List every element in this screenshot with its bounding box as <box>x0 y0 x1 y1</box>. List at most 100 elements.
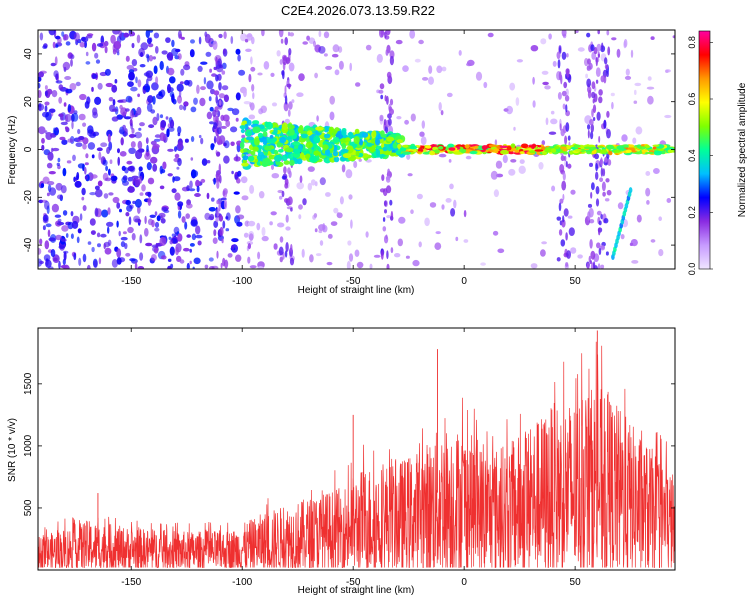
spectrogram-cell <box>592 117 596 121</box>
spectrogram-cell <box>175 246 179 256</box>
spectrogram-cell <box>87 241 92 245</box>
spectrogram-cell <box>237 54 241 62</box>
spectrogram-cell <box>353 160 358 169</box>
spectrogram-cell <box>593 47 598 55</box>
spectrogram-cell <box>235 48 241 55</box>
spectrogram-cell <box>645 171 651 176</box>
spectrogram-cell <box>45 223 52 228</box>
spectrogram-cell <box>613 149 621 153</box>
snr-x-tick-label: -100 <box>232 577 252 588</box>
spectrogram-cell <box>337 130 342 135</box>
spectrogram-cell <box>604 64 609 70</box>
spectrogram-cell <box>52 41 56 49</box>
spectrogram-cell <box>412 259 420 267</box>
spectrogram-cell <box>150 156 158 164</box>
spectrogram-cell <box>82 122 87 127</box>
spectrogram-cell <box>231 238 239 243</box>
spectrogram-cell <box>540 249 546 257</box>
spectrogram-cell <box>84 40 87 49</box>
spectrogram-cell <box>67 138 74 143</box>
spectrogram-cell <box>248 233 254 242</box>
spectrogram-cell <box>601 42 604 50</box>
spectrogram-cell <box>195 225 201 235</box>
spectrogram-cell <box>519 159 525 165</box>
spectrogram-cell <box>204 33 211 44</box>
spectrogram-cell <box>74 180 82 188</box>
spectrogram-cell <box>46 192 50 197</box>
spectrogram-cell <box>209 68 213 73</box>
spectrogram-cell <box>41 137 45 144</box>
spectrogram-cell <box>230 141 235 147</box>
spectrogram-cell <box>208 257 214 262</box>
spectrogram-cell <box>186 234 191 238</box>
spectrogram-cell <box>58 113 64 117</box>
spectrogram-cell <box>281 154 288 162</box>
spectrogram-cell <box>216 250 219 259</box>
spectrogram-cell <box>488 144 497 148</box>
spectrogram-cell <box>509 82 516 91</box>
spectrogram-cell <box>490 170 498 180</box>
spectrogram-cell <box>201 158 208 166</box>
spectrogram-cell <box>650 239 656 243</box>
spectrogram-cell <box>227 253 233 258</box>
spectrogram-cell <box>145 85 150 93</box>
spectrogram-cell <box>191 170 199 178</box>
spectrogram-cell <box>179 81 184 85</box>
spectrogram-cell <box>237 170 242 177</box>
spectrogram-cell <box>179 33 182 39</box>
spectrogram-cell <box>542 81 549 86</box>
spectrogram-cell <box>91 86 94 92</box>
spectrogram-cell <box>284 95 288 105</box>
spectrogram-cell <box>218 33 223 39</box>
spectrogram-cell <box>75 142 83 147</box>
spectrogram-cell <box>145 242 153 247</box>
spectrogram-cell <box>252 146 259 152</box>
spectrogram-cell <box>327 233 333 239</box>
spectrogram-cell <box>590 123 594 133</box>
figure-title: C2E4.2026.073.13.59.R22 <box>281 3 435 18</box>
spectrogram-cell <box>85 61 91 65</box>
spectrogram-cell <box>51 203 60 213</box>
spectrogram-cell <box>138 47 146 57</box>
spectrogram-cell <box>119 208 122 213</box>
spectrogram-cell <box>279 195 283 200</box>
spectrogram-cell <box>565 104 568 113</box>
spectrogram-cell <box>302 198 307 206</box>
spectrogram-cell <box>333 156 340 163</box>
spectrogram-cell <box>92 107 98 116</box>
spectrogram-cell <box>218 202 221 212</box>
spectrogram-cell <box>196 84 200 95</box>
spectrogram-cell <box>86 264 91 269</box>
spectrogram-cell <box>137 140 143 150</box>
spectrogram-cell <box>152 116 158 126</box>
spectrogram-cell <box>382 217 386 222</box>
spectrogram-cell <box>309 254 314 263</box>
spectrogram-cell <box>59 136 66 141</box>
spectrogram-cell <box>241 162 249 167</box>
spectrogram-cell <box>544 85 551 90</box>
spectrogram-cell <box>206 80 214 90</box>
spectrogram-cell <box>55 182 63 191</box>
spectrogram-cell <box>386 136 395 142</box>
spectrogram-cell <box>429 150 436 156</box>
spectrogram-cell <box>616 48 621 58</box>
spectrogram-cell <box>108 192 114 196</box>
spectrogram-cell <box>291 99 295 103</box>
spectrogram-cell <box>70 59 73 67</box>
spectrogram-cell <box>561 51 567 60</box>
spectrogram-cell <box>112 99 116 106</box>
spectrogram-cell <box>65 41 71 46</box>
spectrogram-cell <box>397 238 403 247</box>
spectrogram-cell <box>348 253 354 262</box>
spectrogram-cell <box>410 209 414 214</box>
spectrogram-cell <box>541 241 547 245</box>
spectrogram-cell <box>61 31 65 37</box>
spectrogram-cell <box>605 251 609 256</box>
spectrogram-cell <box>252 92 255 100</box>
spectrogram-cell <box>249 184 255 194</box>
spectrogram-cell <box>159 236 167 246</box>
spectrogram-cell <box>382 146 388 152</box>
spectrogram-cell <box>596 242 601 249</box>
spectrogram-cell <box>131 127 135 134</box>
spectrogram-cell <box>606 110 610 118</box>
